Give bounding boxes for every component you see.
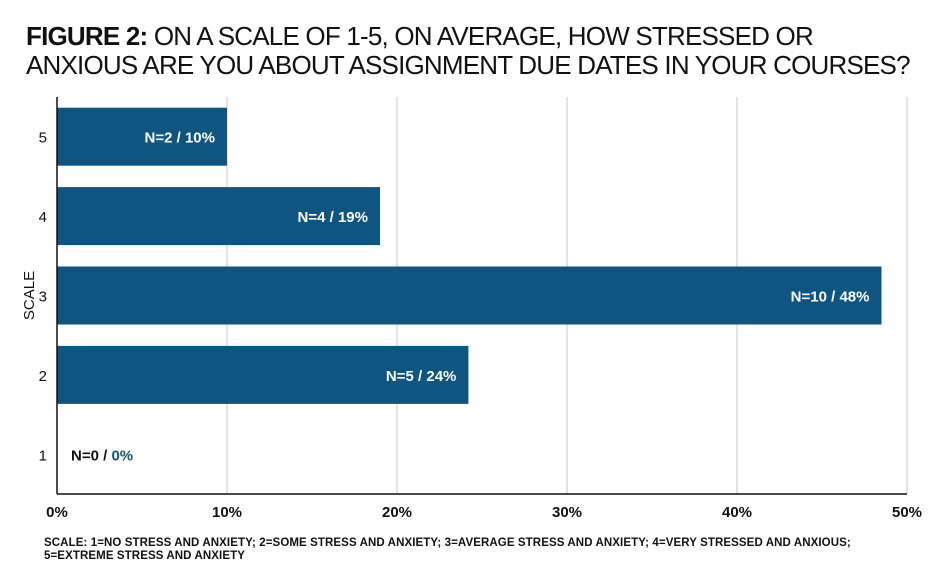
x-tick-label: 20% [382, 504, 412, 521]
bar [57, 266, 882, 325]
data-label-count: N=10 [791, 289, 827, 306]
data-label-percent: 19% [338, 209, 368, 226]
chart-title-lead: FIGURE 2: [26, 21, 148, 51]
x-tick-label: 50% [892, 504, 922, 521]
chart-title: FIGURE 2: ON A SCALE OF 1-5, ON AVERAGE,… [26, 22, 916, 80]
data-label-percent: 10% [185, 130, 215, 147]
x-tick-label: 30% [552, 504, 582, 521]
data-label-percent: 48% [839, 289, 869, 306]
x-tick-label: 0% [46, 504, 68, 521]
x-tick-label: 10% [212, 504, 242, 521]
data-label-percent: 24% [426, 368, 456, 385]
data-label-separator: / [827, 289, 840, 306]
y-axis-title: SCALE [21, 271, 38, 320]
data-label: N=4 / 19% [298, 209, 368, 226]
x-tick-label: 40% [722, 504, 752, 521]
bar [57, 107, 227, 166]
data-label: N=5 / 24% [386, 368, 456, 385]
chart-title-text: ON A SCALE OF 1-5, ON AVERAGE, HOW STRES… [26, 21, 911, 80]
data-label-separator: / [325, 209, 338, 226]
y-tick-label: 3 [39, 289, 47, 306]
data-label-count: N=0 [71, 447, 99, 464]
data-label-separator: / [414, 368, 427, 385]
data-label: N=2 / 10% [145, 130, 215, 147]
data-label-separator: / [172, 130, 185, 147]
data-label: N=0 / 0% [71, 447, 133, 464]
data-label-count: N=4 [298, 209, 327, 226]
y-tick-label: 4 [39, 209, 47, 226]
y-tick-label: 2 [39, 368, 47, 385]
bar [57, 345, 469, 404]
y-tick-label: 5 [39, 130, 47, 147]
y-tick-label: 1 [39, 447, 47, 464]
data-label-separator: / [99, 447, 112, 464]
data-label-count: N=5 [386, 368, 414, 385]
data-label: N=10 / 48% [791, 289, 870, 306]
bar [57, 187, 380, 246]
data-label-percent: 0% [111, 447, 133, 464]
scale-footnote: SCALE: 1=NO STRESS AND ANXIETY; 2=SOME S… [44, 537, 851, 562]
data-label-count: N=2 [145, 130, 173, 147]
